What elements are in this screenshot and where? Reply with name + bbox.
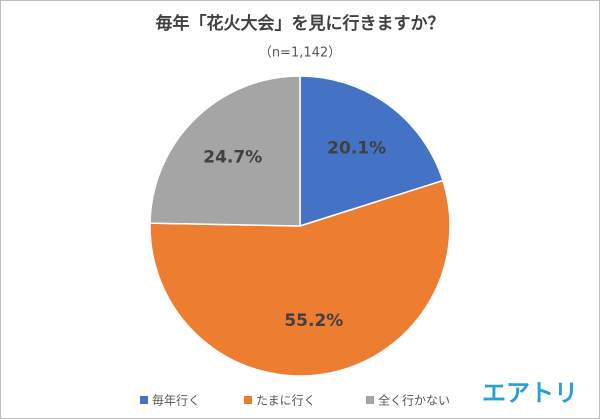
pie-slice [149,179,451,377]
legend-label: たまに行く [256,394,316,408]
pie-slice [299,75,444,228]
legend-label: 全く行かない [378,393,450,408]
chart-subtitle: （n=1,142） [259,46,341,61]
data-label: 55.2% [284,311,343,331]
data-label: 20.1% [327,139,386,159]
logo: エアトリ [482,379,578,407]
legend-label: 毎年行く [152,393,200,408]
legend-swatch [366,396,374,404]
pie-slice [149,75,301,227]
legend-swatch [140,396,148,404]
data-label: 24.7% [203,147,262,167]
legend-swatch [244,396,252,404]
chart-title: 毎年「花火大会」を見に行きますか？ [156,13,445,34]
